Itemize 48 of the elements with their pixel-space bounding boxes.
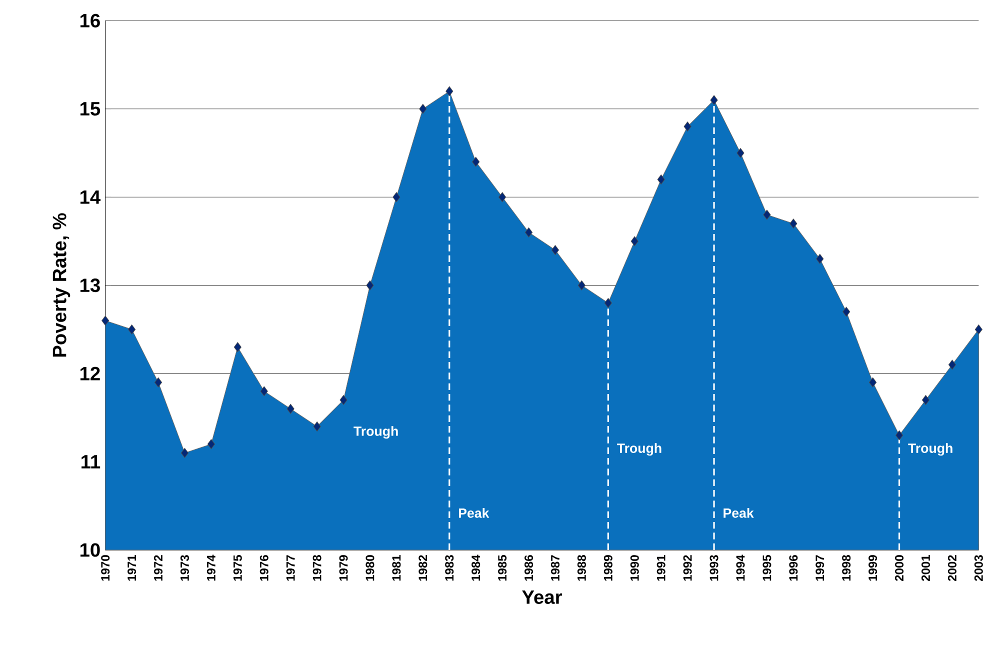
x-tick-label: 1998 [842,555,851,581]
y-tick-label: 14 [80,190,101,204]
x-tick-label: 1977 [286,555,295,581]
x-tick-label: 1997 [816,555,824,581]
x-tick-label: 1991 [656,555,666,581]
x-tick-label: 2002 [948,555,956,581]
x-tick-label: 1982 [418,555,428,581]
y-tick-label: 12 [80,366,100,380]
x-tick-label: 1992 [683,555,692,581]
x-tick-label: 1978 [312,555,322,581]
annotation: Trough [354,426,398,439]
x-tick-label: 1988 [577,555,586,581]
x-tick-label: 1990 [630,555,639,581]
x-tick-label: 1975 [233,555,242,581]
ref-line-label: Trough [617,443,662,456]
y-tick-label: 15 [80,102,100,116]
x-tick-label: 2000 [895,555,904,581]
x-tick-label: 2001 [921,555,930,581]
ref-line-label: Trough [908,443,952,456]
x-tick-label: 1994 [736,554,745,581]
x-tick-label: 1981 [392,555,401,581]
x-axis-title: Year [522,590,562,604]
x-tick-label: 1970 [101,555,110,581]
y-axis-title: Poverty Rate, % [52,213,70,357]
x-tick-label: 1973 [180,555,189,581]
x-tick-label: 1996 [789,555,798,581]
y-tick-label: 16 [80,14,100,28]
x-tick-label: 1989 [604,555,612,581]
ref-line-label: Peak [724,508,754,518]
x-tick-label: 1986 [524,555,534,581]
y-tick-label: 10 [80,543,100,557]
x-tick-label: 1980 [366,555,374,581]
x-tick-label: 1995 [762,555,772,581]
y-tick-label: 11 [82,455,100,468]
x-tick-label: 1999 [868,555,878,581]
x-tick-label: 1972 [154,555,163,581]
x-tick-label: 1976 [260,555,268,581]
ref-line-label: Peak [458,508,490,518]
x-tick-label: 1971 [128,555,136,581]
x-tick-label: 1984 [472,554,480,581]
x-tick-label: 1983 [445,555,454,581]
x-tick-label: 1993 [710,555,718,581]
x-tick-label: 1974 [206,554,216,581]
x-tick-label: 2003 [974,555,983,581]
y-tick-label: 13 [80,278,100,292]
x-tick-label: 1979 [339,555,348,581]
x-tick-label: 1985 [498,555,507,581]
x-tick-label: 1987 [550,555,560,581]
